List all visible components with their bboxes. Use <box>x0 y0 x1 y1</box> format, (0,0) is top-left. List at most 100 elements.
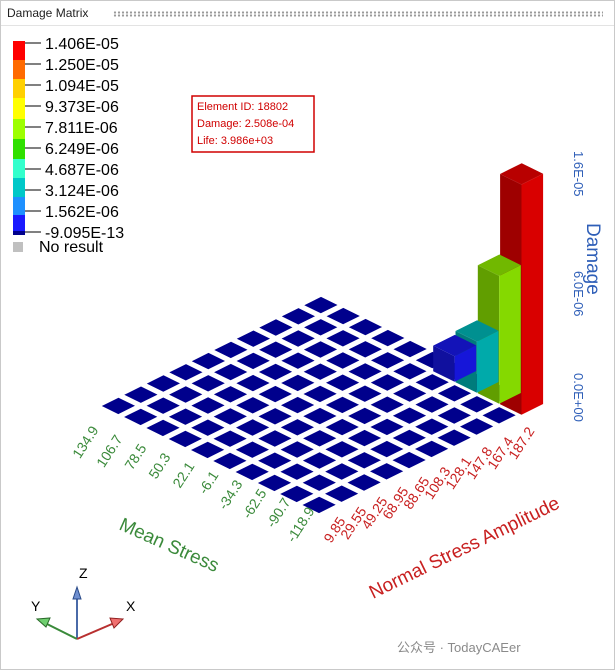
matrix-cell[interactable] <box>325 418 359 436</box>
matrix-cell[interactable] <box>258 408 292 425</box>
matrix-cell[interactable] <box>370 396 404 413</box>
matrix-cell[interactable] <box>302 452 337 469</box>
matrix-cell[interactable] <box>236 330 270 347</box>
matrix-cell[interactable] <box>303 363 337 380</box>
matrix-cell[interactable] <box>303 430 337 447</box>
matrix-cell[interactable] <box>393 385 427 402</box>
matrix-cell[interactable] <box>214 341 248 359</box>
matrix-cell[interactable] <box>191 419 225 436</box>
matrix-cell[interactable] <box>124 386 158 403</box>
matrix-cell[interactable] <box>214 363 248 381</box>
matrix-cell[interactable] <box>325 396 359 414</box>
matrix-cell[interactable] <box>169 364 203 381</box>
matrix-cell[interactable] <box>146 375 180 392</box>
matrix-cell[interactable] <box>146 419 180 437</box>
matrix-cell[interactable] <box>236 374 270 392</box>
matrix-cell[interactable] <box>280 463 314 480</box>
legend-swatch <box>13 197 25 215</box>
matrix-cell[interactable] <box>281 330 315 347</box>
matrix-cell[interactable] <box>258 452 292 469</box>
matrix-cell[interactable] <box>236 352 270 370</box>
matrix-cell[interactable] <box>280 419 314 436</box>
matrix-cell[interactable] <box>258 385 292 403</box>
matrix-cell[interactable] <box>392 429 426 447</box>
matrix-cell[interactable] <box>236 397 270 414</box>
matrix-cell[interactable] <box>168 430 202 448</box>
matrix-cell[interactable] <box>191 397 225 414</box>
matrix-cell[interactable] <box>213 430 247 447</box>
matrix-cell[interactable] <box>348 363 382 380</box>
matrix-cell[interactable] <box>258 430 292 447</box>
drag-grip-handle[interactable] <box>113 11 603 17</box>
matrix-cell[interactable] <box>415 374 449 391</box>
matrix-cell[interactable] <box>258 363 293 381</box>
matrix-cell[interactable] <box>259 341 293 358</box>
matrix-cell[interactable] <box>168 408 203 425</box>
matrix-cell[interactable] <box>191 375 225 392</box>
matrix-cell[interactable] <box>460 418 494 435</box>
matrix-cell[interactable] <box>326 307 360 325</box>
matrix-cell[interactable] <box>213 452 247 470</box>
matrix-cell[interactable] <box>259 319 293 336</box>
matrix-cell[interactable] <box>415 418 449 435</box>
matrix-cell[interactable] <box>325 441 359 458</box>
matrix-cell[interactable] <box>302 496 336 514</box>
matrix-cell[interactable] <box>326 374 360 391</box>
matrix-cell[interactable] <box>348 318 383 336</box>
matrix-cell[interactable] <box>415 440 449 458</box>
matrix-cell[interactable] <box>280 441 314 458</box>
matrix-cell[interactable] <box>191 441 225 459</box>
matrix-cell[interactable] <box>348 407 382 425</box>
matrix-cell[interactable] <box>169 386 203 403</box>
matrix-cell[interactable] <box>303 341 338 358</box>
matrix-cell[interactable] <box>303 407 337 425</box>
matrix-cell[interactable] <box>393 363 427 380</box>
matrix-cell[interactable] <box>326 352 360 369</box>
title-bar[interactable]: Damage Matrix <box>1 1 614 26</box>
matrix-cell[interactable] <box>304 319 338 336</box>
damage-bar[interactable] <box>433 334 477 382</box>
matrix-cell[interactable] <box>213 386 248 403</box>
matrix-cell[interactable] <box>348 341 382 358</box>
matrix-cell[interactable] <box>213 408 247 425</box>
matrix-cell[interactable] <box>347 452 381 469</box>
matrix-cell[interactable] <box>281 308 315 325</box>
matrix-cell[interactable] <box>325 463 359 480</box>
matrix-cell[interactable] <box>146 397 180 414</box>
matrix-cell[interactable] <box>325 485 359 502</box>
matrix-cell[interactable] <box>326 330 360 347</box>
matrix-cell[interactable] <box>281 352 315 369</box>
matrix-cell[interactable] <box>370 440 404 458</box>
matrix-cell[interactable] <box>437 407 471 424</box>
matrix-cell[interactable] <box>348 385 382 402</box>
matrix-cell[interactable] <box>371 352 405 369</box>
matrix-cell[interactable] <box>393 340 427 358</box>
matrix-cell[interactable] <box>437 385 472 402</box>
matrix-cell[interactable] <box>235 441 269 458</box>
matrix-cell[interactable] <box>304 296 338 314</box>
matrix-cell[interactable] <box>347 429 382 447</box>
matrix-cell[interactable] <box>124 408 158 426</box>
matrix-cell[interactable] <box>370 418 404 436</box>
matrix-cell[interactable] <box>281 396 315 414</box>
matrix-cell[interactable] <box>392 451 426 469</box>
matrix-cell[interactable] <box>370 374 404 391</box>
matrix-cell[interactable] <box>392 407 427 424</box>
matrix-cell[interactable] <box>257 474 292 492</box>
matrix-cell[interactable] <box>280 485 314 503</box>
matrix-cell[interactable] <box>302 474 336 491</box>
matrix-cell[interactable] <box>101 397 135 415</box>
matrix-cell[interactable] <box>437 429 471 446</box>
matrix-cell[interactable] <box>415 396 449 413</box>
matrix-cell[interactable] <box>371 329 405 347</box>
matrix-cell[interactable] <box>370 463 404 480</box>
matrix-cell[interactable] <box>235 463 269 481</box>
matrix-cell[interactable] <box>303 385 337 403</box>
matrix-cell[interactable] <box>460 396 494 413</box>
matrix-cell[interactable] <box>236 419 270 436</box>
matrix-cell[interactable] <box>281 374 315 392</box>
matrix-cell[interactable] <box>482 407 516 424</box>
matrix-cell[interactable] <box>347 474 381 491</box>
matrix-cell[interactable] <box>191 352 225 370</box>
